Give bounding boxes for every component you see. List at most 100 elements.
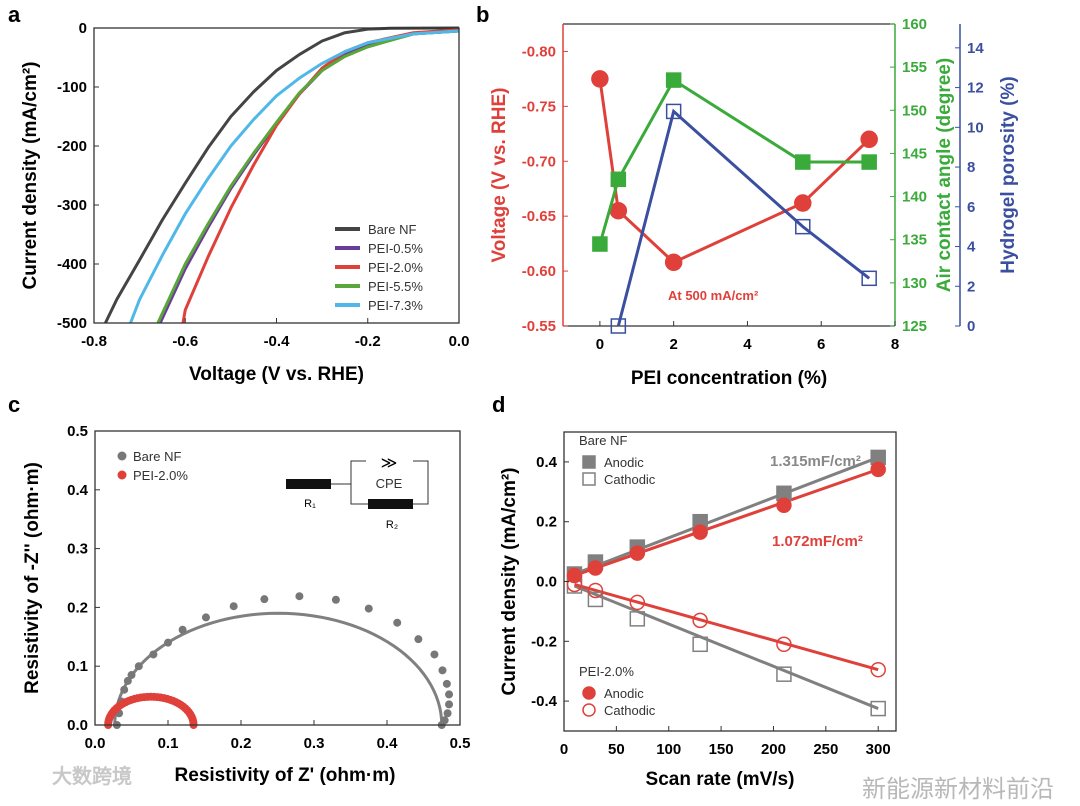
data-point <box>861 270 877 287</box>
y-tick-label: 0 <box>967 318 975 335</box>
legend-title: Bare NF <box>579 433 627 448</box>
y-tick-label: 0.4 <box>67 482 89 499</box>
fit-line-0 <box>573 456 879 576</box>
x-tick-label: 300 <box>866 741 891 758</box>
legend-label: PEI-0.5% <box>368 241 423 256</box>
series-line-0 <box>598 78 871 265</box>
data-point-bare-nf <box>445 690 454 699</box>
legend-label: Bare NF <box>368 222 416 237</box>
equivalent-circuit-inset: ≫ CPE R₁ R₂ <box>286 455 429 531</box>
data-point-bare-nf <box>260 595 269 604</box>
y-tick-label: 0.0 <box>67 717 88 734</box>
x-tick-label: 8 <box>891 336 899 353</box>
data-point-bare-nf <box>430 650 439 659</box>
chart-c: 0.0 0.1 0.2 0.3 0.4 0.5 0.0 0.1 0.2 0.3 0.4 0.5 Bare… <box>22 423 470 786</box>
x-tick-label: 150 <box>709 741 734 758</box>
y-tick-label: 4 <box>967 239 976 256</box>
fit-line-3 <box>574 583 879 672</box>
y-tick-label: 0.2 <box>536 514 557 531</box>
x-tick-label: 0.5 <box>450 735 471 752</box>
r1-label: R₁ <box>304 498 316 510</box>
data-point <box>587 582 604 599</box>
y-tick-label: 0.2 <box>67 599 88 616</box>
data-point-bare-nf <box>201 613 210 622</box>
y-tick-label: 6 <box>967 199 975 216</box>
data-point-bare-nf <box>393 618 402 627</box>
data-point <box>776 497 792 514</box>
y-tick-label: -200 <box>57 138 87 155</box>
y-tick-label: 150 <box>902 102 927 119</box>
legend-marker <box>582 472 596 486</box>
watermark-right: 新能源新材料前沿 <box>862 776 1054 801</box>
data-point <box>629 545 646 561</box>
legend-label: PEI-5.5% <box>368 279 423 294</box>
y-tick-label: 0.5 <box>67 423 88 440</box>
data-point-bare-nf <box>149 650 158 659</box>
y-tick-label: 145 <box>902 145 927 162</box>
data-point-bare-nf <box>438 666 447 675</box>
legend-marker <box>117 451 127 461</box>
data-point <box>795 218 811 235</box>
legend-label: Cathodic <box>604 703 656 718</box>
annotation: At 500 mA/cm² <box>668 288 759 303</box>
data-point <box>861 154 877 170</box>
y-tick-label: 0.0 <box>536 574 557 591</box>
r2-label: R₂ <box>386 519 398 531</box>
data-point <box>664 253 683 272</box>
x-axis-label: Scan rate (mV/s) <box>646 769 795 790</box>
legend-marker <box>582 455 596 469</box>
legend-marker <box>582 703 596 717</box>
x-tick-label: 0.0 <box>449 333 470 350</box>
data-point <box>609 201 628 220</box>
x-tick-label: 0.2 <box>231 735 252 752</box>
y-tick-label: -100 <box>57 79 87 96</box>
data-point-bare-nf <box>295 592 304 601</box>
data-point <box>665 103 682 120</box>
data-point-bare-nf <box>414 635 423 644</box>
y-tick-label: 0.3 <box>67 541 88 558</box>
y-tick-label: 10 <box>967 119 984 136</box>
data-point <box>776 666 792 682</box>
x-tick-label: 0 <box>560 741 568 758</box>
y-tick-label: 125 <box>902 318 927 335</box>
legend-marker <box>582 686 596 700</box>
data-point <box>566 576 583 593</box>
y-axis-label-right2: Hydrogel porosity (%) <box>998 76 1019 273</box>
data-point <box>692 612 708 629</box>
data-point <box>776 636 792 653</box>
y-tick-label: 2 <box>967 278 975 295</box>
x-tick-label: 6 <box>817 336 825 353</box>
legend-label: Cathodic <box>604 472 656 487</box>
data-point <box>591 70 609 88</box>
cpe-symbol: ≫ <box>381 455 398 472</box>
y-tick-label: -400 <box>57 256 87 273</box>
y-axis-label-right1: Air contact angle (degree) <box>934 58 955 292</box>
series-line-0 <box>104 26 460 324</box>
y-tick-label: -0.70 <box>522 153 556 170</box>
y-tick-label: 135 <box>902 232 927 249</box>
data-point <box>870 461 886 478</box>
series-line-3 <box>156 29 460 324</box>
data-point <box>870 661 886 678</box>
data-point-bare-nf <box>178 625 187 634</box>
y-tick-label: 0.1 <box>67 658 88 675</box>
data-point <box>610 171 627 188</box>
series-line-4 <box>129 29 460 324</box>
data-point <box>692 524 708 540</box>
capacitance-label-pei: 1.072mF/cm² <box>772 533 863 550</box>
y-axis-label: Resistivity of -Z'' (ohm·m) <box>22 462 43 694</box>
y-tick-label: -300 <box>57 197 87 214</box>
legend-title: PEI-2.0% <box>579 664 634 679</box>
data-point <box>629 611 646 627</box>
data-point-bare-nf <box>364 604 373 613</box>
chart-a: Bare NF PEI-0.5% PEI-2.0% PEI-5.5% PEI-7.3% -… <box>20 20 469 385</box>
legend-label: Anodic <box>604 455 644 470</box>
y-tick-label: -0.60 <box>522 263 556 280</box>
y-tick-label: 14 <box>967 40 984 57</box>
data-point-bare-nf <box>120 685 129 694</box>
x-tick-label: 0.3 <box>304 735 325 752</box>
y-axis-label-left: Voltage (V vs. RHE) <box>489 88 510 263</box>
y-tick-label: -0.4 <box>531 693 558 710</box>
x-tick-label: 0 <box>596 336 604 353</box>
fit-line-2 <box>573 467 879 577</box>
